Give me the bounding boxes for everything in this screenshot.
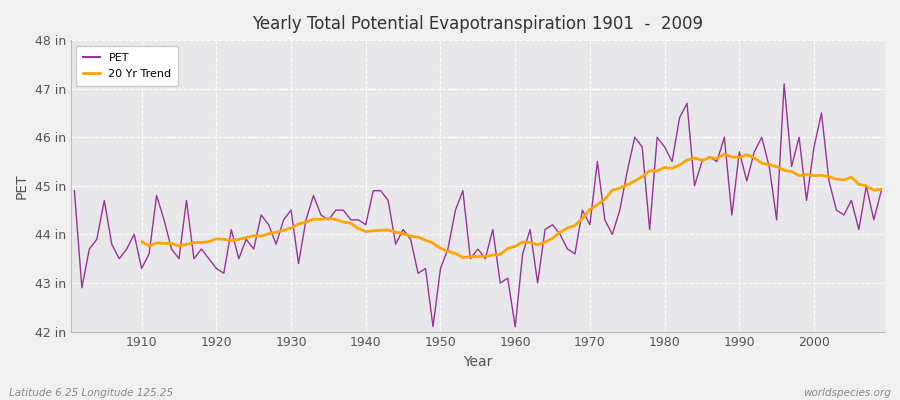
PET: [129, 232, 140, 237]
PET: [428, 324, 438, 329]
20 Yr Trend: [719, 152, 730, 156]
20 Yr Trend: [876, 187, 886, 192]
PET: [293, 261, 304, 266]
Legend: PET, 20 Yr Trend: PET, 20 Yr Trend: [76, 46, 178, 86]
Line: PET: PET: [75, 84, 881, 327]
20 Yr Trend: [308, 217, 319, 222]
20 Yr Trend: [136, 239, 147, 244]
PET: [509, 324, 520, 329]
PET: [607, 232, 617, 237]
PET: [778, 82, 789, 86]
PET: [876, 188, 886, 193]
Text: worldspecies.org: worldspecies.org: [803, 388, 891, 398]
20 Yr Trend: [853, 182, 864, 187]
PET: [518, 252, 528, 256]
20 Yr Trend: [278, 228, 289, 233]
PET: [338, 208, 349, 212]
PET: [69, 188, 80, 193]
20 Yr Trend: [584, 207, 595, 212]
X-axis label: Year: Year: [464, 355, 492, 369]
20 Yr Trend: [457, 255, 468, 260]
Line: 20 Yr Trend: 20 Yr Trend: [141, 154, 881, 258]
Text: Latitude 6.25 Longitude 125.25: Latitude 6.25 Longitude 125.25: [9, 388, 173, 398]
20 Yr Trend: [831, 177, 842, 182]
Y-axis label: PET: PET: [15, 173, 29, 199]
Title: Yearly Total Potential Evapotranspiration 1901  -  2009: Yearly Total Potential Evapotranspiratio…: [252, 15, 703, 33]
20 Yr Trend: [525, 240, 535, 245]
